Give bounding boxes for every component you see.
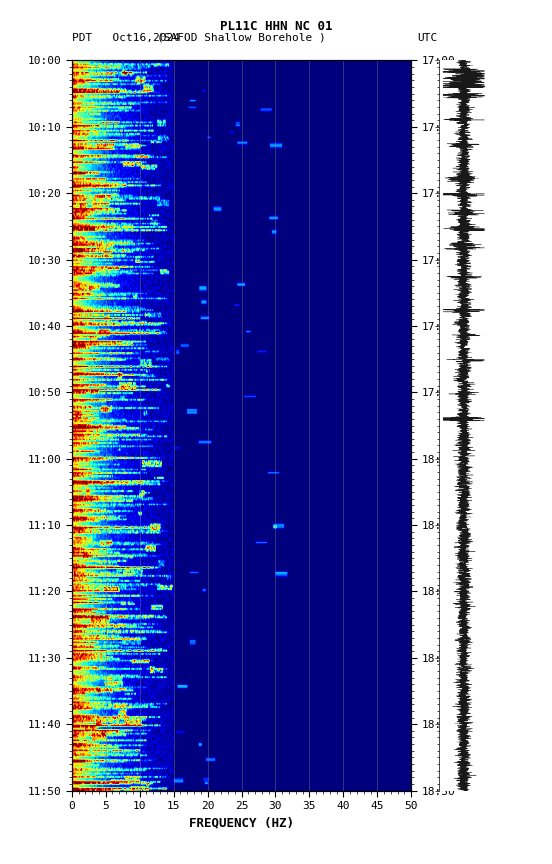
Text: PL11C HHN NC 01: PL11C HHN NC 01: [220, 20, 332, 33]
X-axis label: FREQUENCY (HZ): FREQUENCY (HZ): [189, 816, 294, 829]
Text: (SAFOD Shallow Borehole ): (SAFOD Shallow Borehole ): [157, 33, 326, 43]
Text: UTC: UTC: [417, 33, 437, 43]
Text: PDT   Oct16,2024: PDT Oct16,2024: [72, 33, 180, 43]
